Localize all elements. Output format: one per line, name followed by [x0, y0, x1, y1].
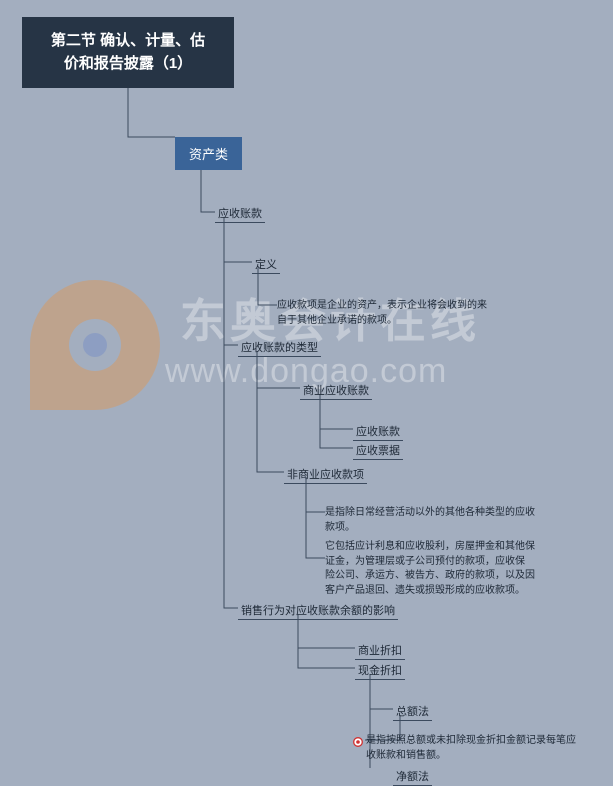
category-node: 资产类	[175, 137, 242, 170]
node-sales-effect: 销售行为对应收账款余额的影响	[238, 600, 398, 620]
node-cash-discount: 现金折扣	[355, 660, 405, 680]
node-trade-ar: 商业应收账款	[300, 380, 372, 400]
node-ar-types: 应收账款的类型	[238, 337, 321, 357]
node-accounts-receivable: 应收账款	[215, 203, 265, 223]
mindmap-diagram: 第二节 确认、计量、估价和报告披露（1） 资产类 应收账款 定义 应收款项是企业…	[0, 0, 613, 768]
node-gross-body: 是指按照总额或未扣除现金折扣金额记录每笔应收账款和销售额。	[366, 734, 576, 763]
node-definition-body: 应收款项是企业的资产，表示企业将会收到的来自于其他企业承诺的款项。	[277, 299, 487, 328]
node-ar: 应收账款	[353, 421, 403, 441]
root-node: 第二节 确认、计量、估价和报告披露（1）	[22, 17, 234, 88]
highlight-icon	[353, 737, 363, 747]
node-nontrade-ar: 非商业应收款项	[284, 464, 367, 484]
node-notes-receivable: 应收票据	[353, 440, 403, 460]
node-nontrade-body2: 它包括应计利息和应收股利，房屋押金和其他保证金，为管理层或子公司预付的款项，应收…	[325, 540, 535, 598]
node-net-method: 净额法	[393, 766, 432, 786]
node-definition: 定义	[252, 254, 280, 274]
node-gross-method: 总额法	[393, 701, 432, 721]
node-trade-discount: 商业折扣	[355, 640, 405, 660]
node-nontrade-body1: 是指除日常经营活动以外的其他各种类型的应收款项。	[325, 506, 535, 535]
